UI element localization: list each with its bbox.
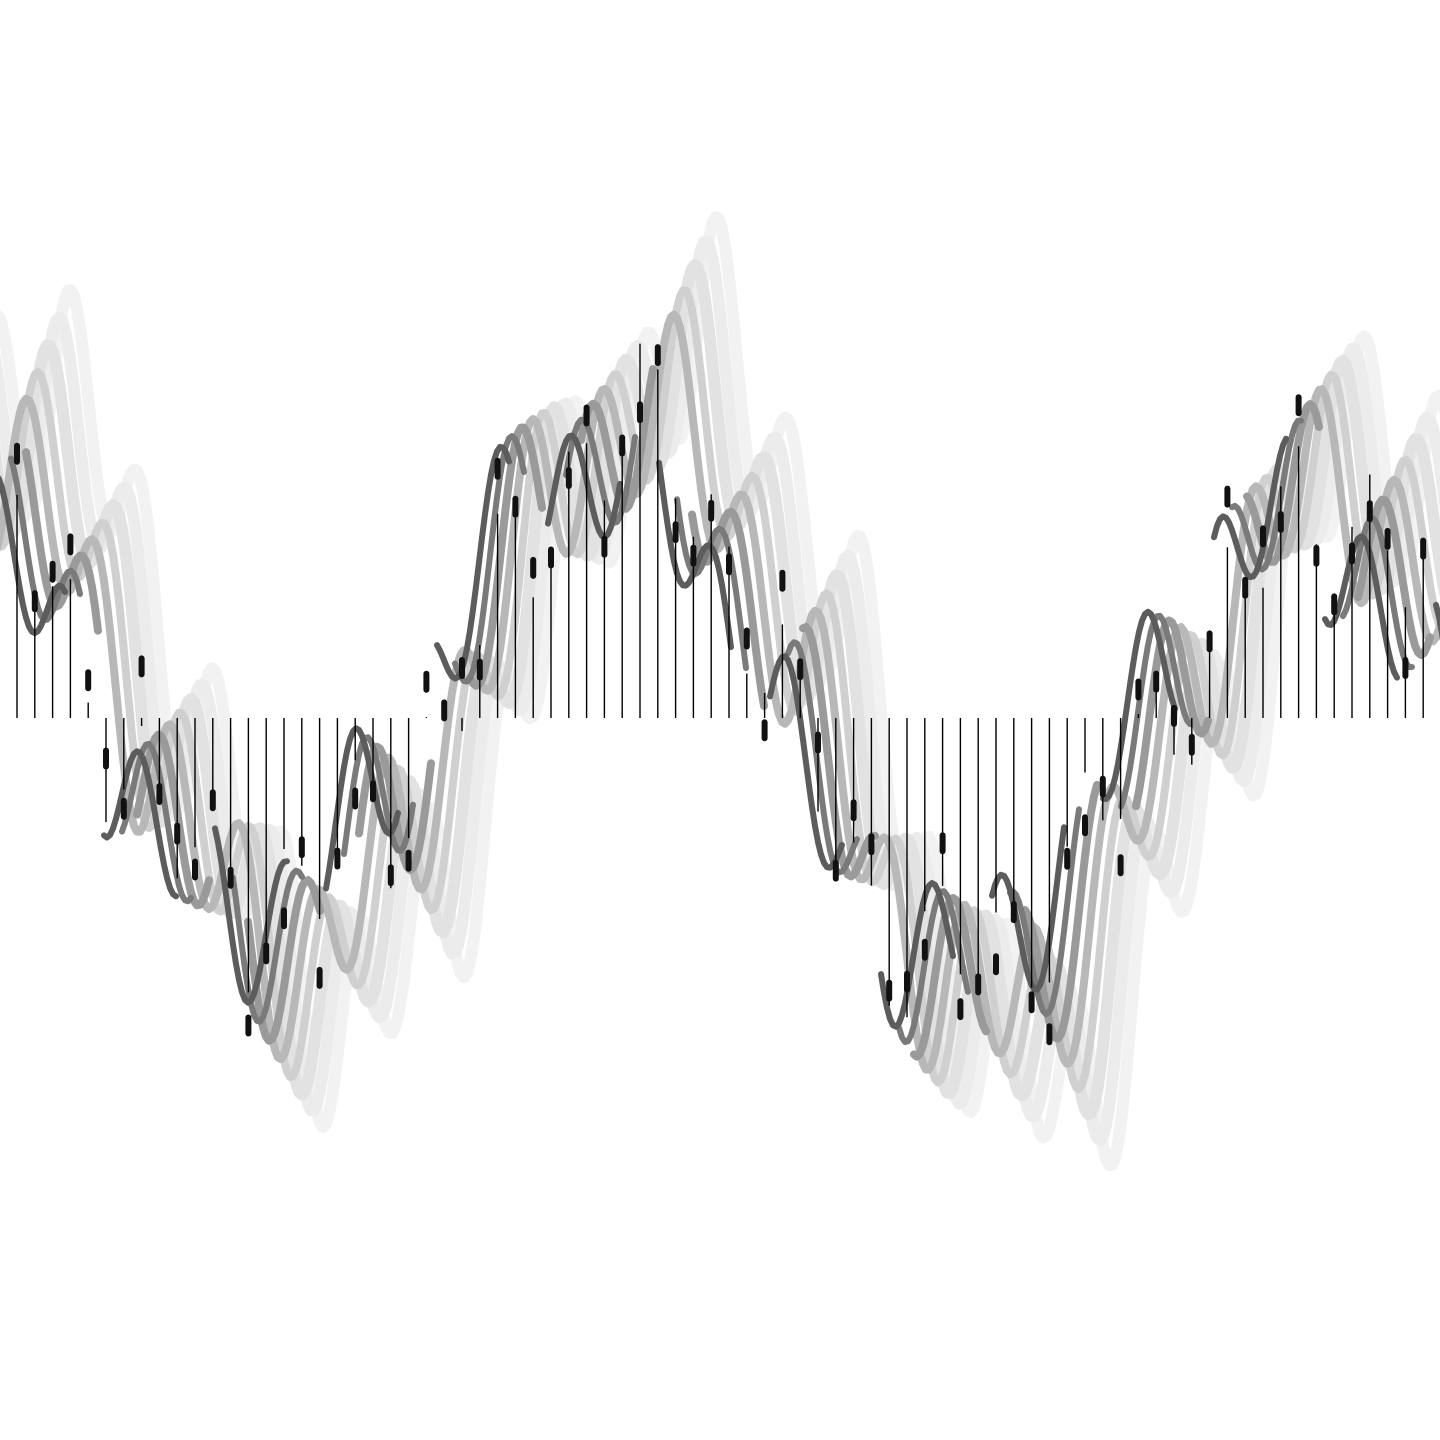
sample-marker bbox=[1082, 814, 1088, 837]
sample-marker bbox=[227, 866, 234, 889]
sample-marker bbox=[405, 849, 412, 872]
sample-marker bbox=[316, 966, 323, 989]
sample-marker bbox=[886, 979, 893, 1002]
sample-marker bbox=[1028, 991, 1035, 1014]
sample-marker bbox=[797, 658, 804, 681]
sample-marker bbox=[459, 657, 465, 679]
sample-marker bbox=[779, 569, 786, 592]
sample-marker bbox=[263, 942, 270, 965]
sample-marker bbox=[975, 973, 982, 996]
sample-marker bbox=[1295, 394, 1302, 417]
sample-marker bbox=[1366, 500, 1373, 523]
sample-marker bbox=[245, 1014, 252, 1037]
sample-marker bbox=[1171, 704, 1177, 727]
sample-marker bbox=[476, 658, 483, 681]
sample-marker bbox=[1420, 537, 1427, 560]
sample-marker bbox=[281, 907, 287, 930]
sample-marker bbox=[334, 847, 341, 870]
sample-marker bbox=[601, 535, 608, 558]
sample-marker bbox=[298, 836, 305, 859]
sample-marker bbox=[993, 953, 999, 976]
sample-marker bbox=[494, 457, 501, 480]
echo-waves bbox=[0, 211, 1440, 1171]
sample-marker bbox=[921, 938, 928, 961]
sample-marker bbox=[1277, 511, 1284, 533]
sample-marker bbox=[654, 344, 661, 367]
sample-marker bbox=[103, 747, 109, 770]
sample-marker bbox=[690, 544, 697, 567]
sample-marker bbox=[708, 499, 715, 522]
sample-marker bbox=[1313, 544, 1320, 567]
sample-marker bbox=[1206, 630, 1213, 653]
sample-marker bbox=[761, 719, 768, 742]
echo-wave-line bbox=[0, 432, 1440, 1030]
sample-marker bbox=[1117, 854, 1124, 877]
sample-marker bbox=[832, 859, 839, 882]
sample-marker bbox=[1331, 593, 1338, 616]
echo-wave-line bbox=[0, 211, 1440, 1171]
sample-marker bbox=[31, 590, 38, 613]
sample-marker bbox=[939, 832, 946, 855]
sample-marker bbox=[85, 669, 92, 692]
sample-marker bbox=[138, 655, 145, 678]
sample-marker bbox=[1099, 775, 1106, 798]
sample-marker bbox=[1046, 1023, 1053, 1046]
sample-marker bbox=[1224, 485, 1231, 508]
sample-marker bbox=[1242, 576, 1249, 599]
sample-marker bbox=[530, 556, 537, 579]
sample-marker bbox=[1153, 670, 1160, 693]
sample-marker bbox=[1010, 901, 1017, 924]
sample-marker bbox=[1188, 733, 1195, 756]
sample-marker bbox=[815, 731, 821, 754]
sample-marker bbox=[1260, 525, 1266, 548]
echo-wave-line bbox=[0, 259, 1440, 1121]
sample-marker bbox=[868, 833, 875, 856]
sample-marker bbox=[370, 780, 376, 803]
sample-marker bbox=[14, 442, 20, 465]
sample-marker bbox=[1349, 542, 1355, 565]
sample-marker bbox=[209, 789, 216, 812]
sample-marker bbox=[1064, 847, 1071, 870]
sample-marker bbox=[1135, 678, 1142, 701]
sample-marker bbox=[565, 467, 572, 489]
sample-marker bbox=[49, 560, 56, 583]
sample-marker bbox=[156, 783, 163, 805]
sample-markers bbox=[14, 344, 1427, 1046]
sample-marker bbox=[1384, 527, 1391, 550]
sample-marker bbox=[726, 553, 732, 576]
sample-marker bbox=[352, 787, 359, 810]
sample-marker bbox=[743, 627, 750, 650]
sample-marker bbox=[174, 822, 181, 845]
sample-marker bbox=[672, 521, 679, 544]
sample-marker bbox=[441, 699, 448, 722]
sample-marker bbox=[637, 401, 643, 424]
sample-marker bbox=[120, 797, 127, 820]
sample-marker bbox=[619, 434, 626, 457]
sample-marker bbox=[957, 998, 964, 1021]
sample-marker bbox=[850, 799, 857, 822]
sample-marker bbox=[67, 533, 74, 556]
sample-marker bbox=[583, 404, 590, 427]
sample-marker bbox=[512, 495, 519, 518]
sample-marker bbox=[423, 670, 430, 693]
sample-marker bbox=[387, 864, 394, 887]
sample-marker bbox=[1402, 657, 1409, 679]
sample-marker bbox=[548, 546, 554, 569]
sample-marker bbox=[904, 970, 910, 993]
sample-marker bbox=[192, 858, 198, 881]
